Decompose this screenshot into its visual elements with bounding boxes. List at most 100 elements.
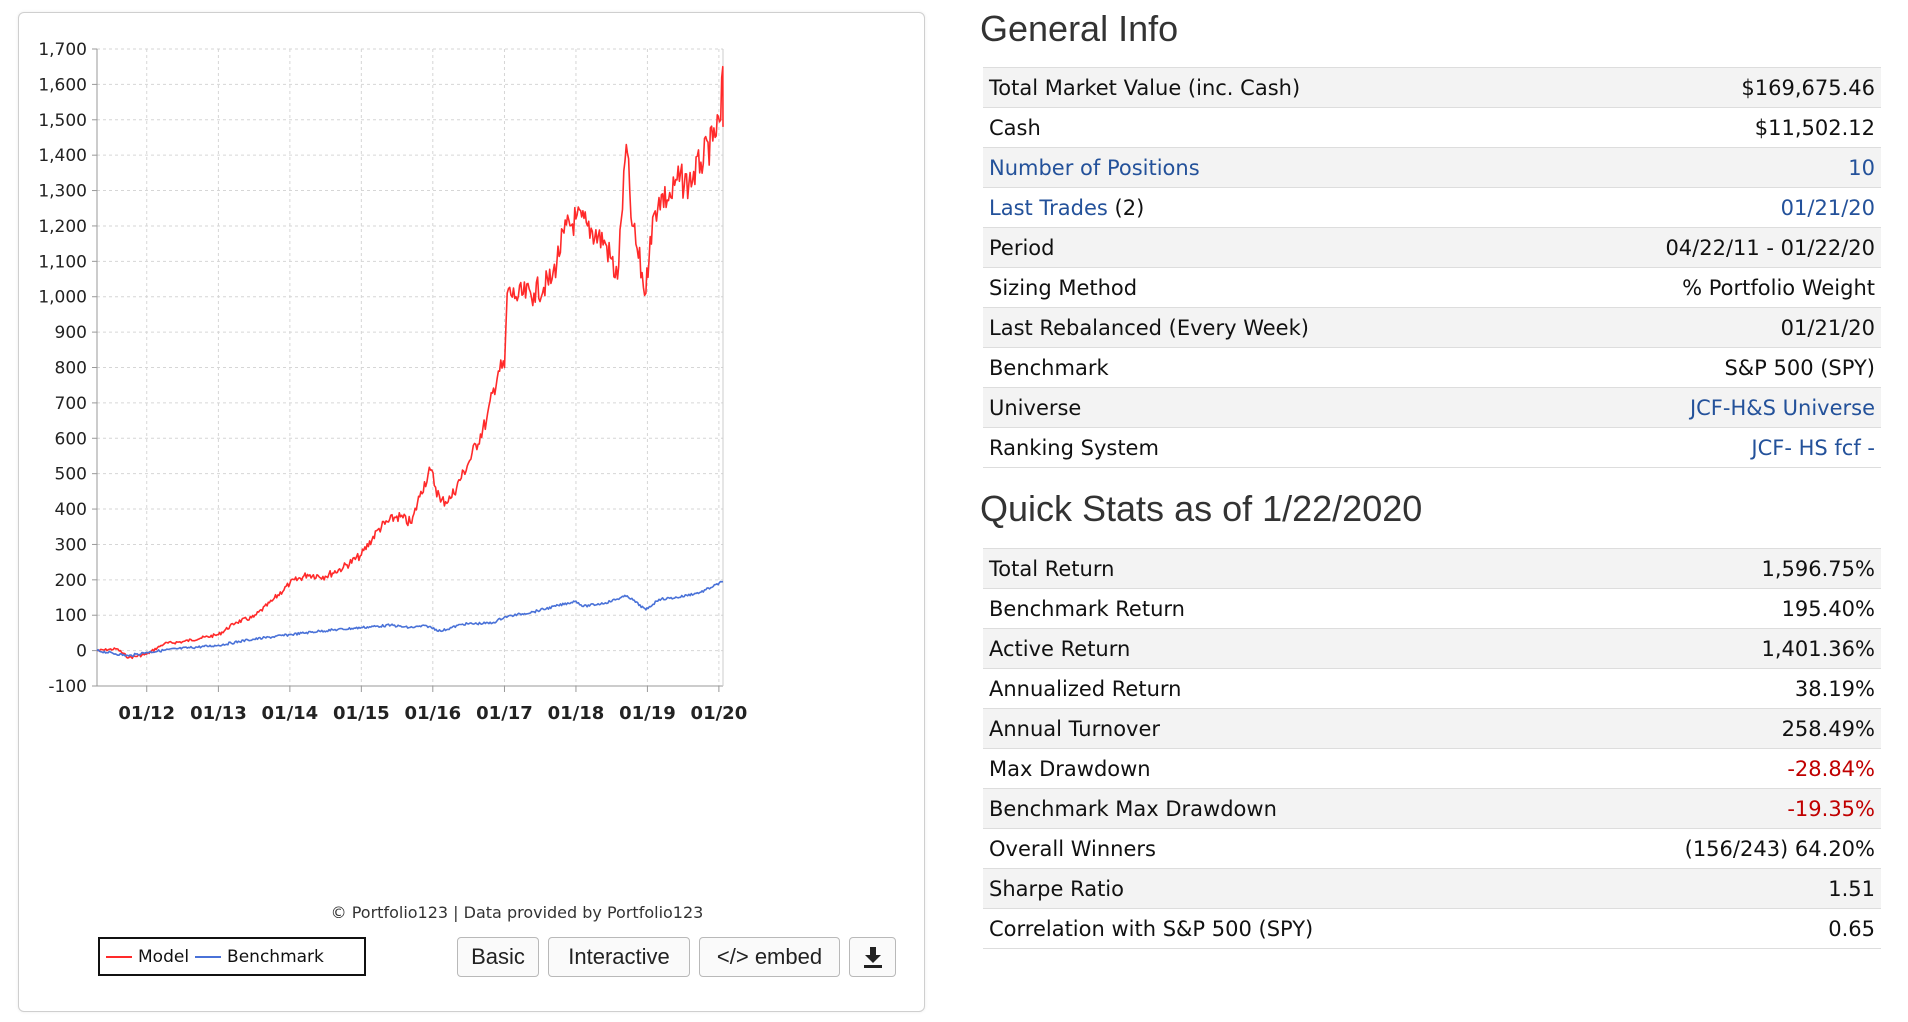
y-tick-label: 1,200 xyxy=(38,217,87,237)
x-tick-label: 01/17 xyxy=(476,703,533,724)
table-row: Last Trades (2) 01/21/20 xyxy=(983,187,1881,228)
y-tick-label: 900 xyxy=(55,323,87,343)
row-label: Overall Winners xyxy=(983,828,1544,869)
table-row: Active Return 1,401.36% xyxy=(983,628,1881,669)
row-label: Sizing Method xyxy=(983,267,1522,308)
x-tick-label: 01/16 xyxy=(404,703,461,724)
y-tick-label: 800 xyxy=(55,359,87,379)
row-value: % Portfolio Weight xyxy=(1521,267,1881,308)
row-value: 04/22/11 - 01/22/20 xyxy=(1521,227,1881,268)
row-value: 0.65 xyxy=(1543,908,1881,949)
table-row: Cash $11,502.12 xyxy=(983,107,1881,148)
row-label: Annual Turnover xyxy=(983,708,1544,749)
y-tick-label: 500 xyxy=(55,465,87,485)
y-tick-label: 600 xyxy=(55,429,87,449)
table-row: Correlation with S&P 500 (SPY) 0.65 xyxy=(983,908,1881,949)
last-trades-count: (2) xyxy=(1107,195,1145,220)
row-label: Max Drawdown xyxy=(983,748,1544,789)
table-row: Benchmark Return 195.40% xyxy=(983,588,1881,629)
row-value: 258.49% xyxy=(1543,708,1881,749)
legend-label-benchmark: Benchmark xyxy=(227,946,324,967)
last-trades-date-link[interactable]: 01/21/20 xyxy=(1780,195,1875,220)
row-label: Period xyxy=(983,227,1522,268)
y-tick-label: 200 xyxy=(55,571,87,591)
row-label: Ranking System xyxy=(983,427,1522,468)
x-tick-label: 01/20 xyxy=(691,703,748,724)
row-value: $11,502.12 xyxy=(1521,107,1881,148)
universe-link[interactable]: JCF-H&S Universe xyxy=(1689,395,1875,420)
chart-credit: © Portfolio123 | Data provided by Portfo… xyxy=(331,903,704,922)
table-row: Annualized Return 38.19% xyxy=(983,668,1881,709)
row-value: 1,596.75% xyxy=(1543,548,1881,589)
x-tick-label: 01/19 xyxy=(619,703,676,724)
table-row: Annual Turnover 258.49% xyxy=(983,708,1881,749)
chart-legend: Model Benchmark xyxy=(98,937,366,976)
quick-stats-title: Quick Stats as of 1/22/2020 xyxy=(980,488,1423,529)
last-trades-link[interactable]: Last Trades xyxy=(989,195,1108,220)
legend-item-benchmark[interactable]: Benchmark xyxy=(195,947,324,967)
table-row: Max Drawdown -28.84% xyxy=(983,748,1881,789)
interactive-chart-button[interactable]: Interactive xyxy=(548,937,690,977)
y-tick-label: 1,000 xyxy=(38,288,87,308)
embed-button[interactable]: </> embed xyxy=(699,937,840,977)
row-label: Annualized Return xyxy=(983,668,1544,709)
basic-chart-button[interactable]: Basic xyxy=(457,937,539,977)
x-tick-label: 01/12 xyxy=(118,703,175,724)
table-row: Sharpe Ratio 1.51 xyxy=(983,868,1881,909)
y-tick-label: 1,700 xyxy=(38,40,87,60)
positions-count-link[interactable]: 10 xyxy=(1848,155,1875,180)
chart-panel: -100 0 100 200 300 400 500 600 700 800 900 1,000 1,1… xyxy=(18,12,925,1012)
y-tick-label: 1,300 xyxy=(38,182,87,202)
table-row: Universe JCF-H&S Universe xyxy=(983,387,1881,428)
row-label: Total Return xyxy=(983,548,1544,589)
x-tick-label: 01/15 xyxy=(333,703,390,724)
number-of-positions-link[interactable]: Number of Positions xyxy=(989,155,1200,180)
row-value: -19.35% xyxy=(1543,788,1881,829)
y-tick-label: 1,600 xyxy=(38,75,87,95)
table-row: Ranking System JCF- HS fcf - xyxy=(983,427,1881,468)
row-value: 1.51 xyxy=(1543,868,1881,909)
legend-item-model[interactable]: Model xyxy=(106,947,189,967)
y-tick-label: 1,100 xyxy=(38,252,87,272)
x-tick-label: 01/18 xyxy=(548,703,605,724)
chart-axes: -100 0 100 200 300 400 500 600 700 800 900 1,000 1,1… xyxy=(38,40,747,724)
x-tick-label: 01/13 xyxy=(190,703,247,724)
series-line-model xyxy=(96,65,724,660)
series-line-benchmark xyxy=(96,580,724,657)
row-value: 38.19% xyxy=(1543,668,1881,709)
table-row: Total Return 1,596.75% xyxy=(983,548,1881,589)
ranking-system-link[interactable]: JCF- HS fcf - xyxy=(1751,435,1875,460)
table-row: Overall Winners (156/243) 64.20% xyxy=(983,828,1881,869)
row-label: Cash xyxy=(983,107,1522,148)
performance-chart: -100 0 100 200 300 400 500 600 700 800 900 1,000 1,1… xyxy=(38,40,747,922)
row-value: 195.40% xyxy=(1543,588,1881,629)
x-tick-label: 01/14 xyxy=(262,703,319,724)
y-tick-label: -100 xyxy=(48,677,87,697)
general-info-table: Total Market Value (inc. Cash) $169,675.… xyxy=(983,67,1881,468)
table-row: Last Rebalanced (Every Week) 01/21/20 xyxy=(983,307,1881,348)
row-label: Benchmark xyxy=(983,347,1522,388)
general-info-title: General Info xyxy=(980,8,1179,49)
table-row: Number of Positions 10 xyxy=(983,147,1881,188)
row-value: 01/21/20 xyxy=(1521,307,1881,348)
row-label: Last Rebalanced (Every Week) xyxy=(983,307,1522,348)
chart-grid xyxy=(97,48,723,687)
row-label: Benchmark Max Drawdown xyxy=(983,788,1544,829)
chart-series xyxy=(96,65,724,660)
y-tick-label: 300 xyxy=(55,535,87,555)
row-label: Universe xyxy=(983,387,1522,428)
row-value: -28.84% xyxy=(1543,748,1881,789)
table-row: Benchmark Max Drawdown -19.35% xyxy=(983,788,1881,829)
row-value: S&P 500 (SPY) xyxy=(1521,347,1881,388)
y-tick-label: 100 xyxy=(55,606,87,626)
y-tick-label: 0 xyxy=(76,642,87,662)
legend-swatch-model xyxy=(106,955,132,958)
table-row: Period 04/22/11 - 01/22/20 xyxy=(983,227,1881,268)
legend-label-model: Model xyxy=(138,946,190,967)
row-label: Benchmark Return xyxy=(983,588,1544,629)
row-value: (156/243) 64.20% xyxy=(1543,828,1881,869)
download-button[interactable] xyxy=(849,937,896,977)
row-value: $169,675.46 xyxy=(1521,67,1881,108)
legend-swatch-benchmark xyxy=(195,955,222,958)
table-row: Sizing Method % Portfolio Weight xyxy=(983,267,1881,308)
